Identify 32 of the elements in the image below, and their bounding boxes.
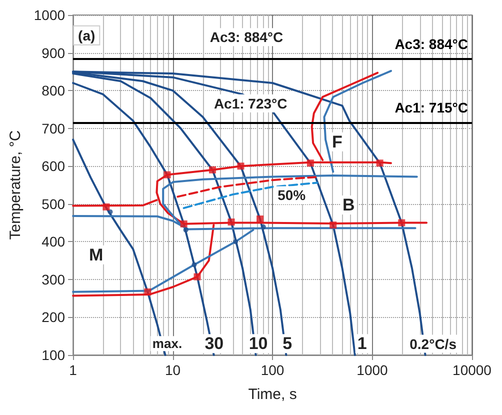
x-tick-label: 10000	[452, 362, 492, 378]
y-tick-label: 700	[42, 120, 66, 136]
x-tick-label: 1000	[356, 362, 388, 378]
x-axis-title: Time, s	[248, 386, 297, 403]
annotation: max.	[152, 336, 182, 352]
y-tick-label: 500	[42, 196, 66, 212]
annotation: 0.2°C/s	[410, 336, 457, 352]
annotation: B	[342, 196, 355, 215]
annotation: (a)	[78, 27, 96, 44]
y-tick-label: 200	[42, 309, 66, 326]
annotation: M	[88, 245, 104, 264]
annotation: Ac1: 723°C	[214, 95, 288, 112]
ref-line-label: Ac3: 884°C	[394, 36, 468, 52]
y-tick-label: 1000	[34, 7, 66, 23]
annotation: 30	[204, 334, 224, 354]
annotation: 1	[357, 334, 367, 354]
annotation: 10	[248, 334, 268, 354]
y-tick-label: 300	[42, 271, 66, 288]
annotation: F	[332, 132, 342, 152]
annotation: 50%	[278, 187, 306, 204]
y-tick-label: 600	[42, 158, 66, 174]
ref-line-label: Ac1: 715°C	[394, 100, 468, 116]
y-tick-label: 400	[42, 234, 66, 250]
annotation: 5	[282, 334, 292, 354]
y-tick-label: 900	[42, 44, 66, 61]
y-tick-label: 100	[42, 347, 66, 363]
x-tick-label: 1	[69, 362, 78, 378]
y-axis-title: Temperature, °C	[7, 130, 24, 240]
x-tick-label: 100	[260, 362, 284, 378]
y-tick-label: 800	[42, 82, 66, 99]
x-tick-label: 10	[164, 362, 181, 378]
annotation: Ac3: 884°C	[210, 29, 284, 46]
